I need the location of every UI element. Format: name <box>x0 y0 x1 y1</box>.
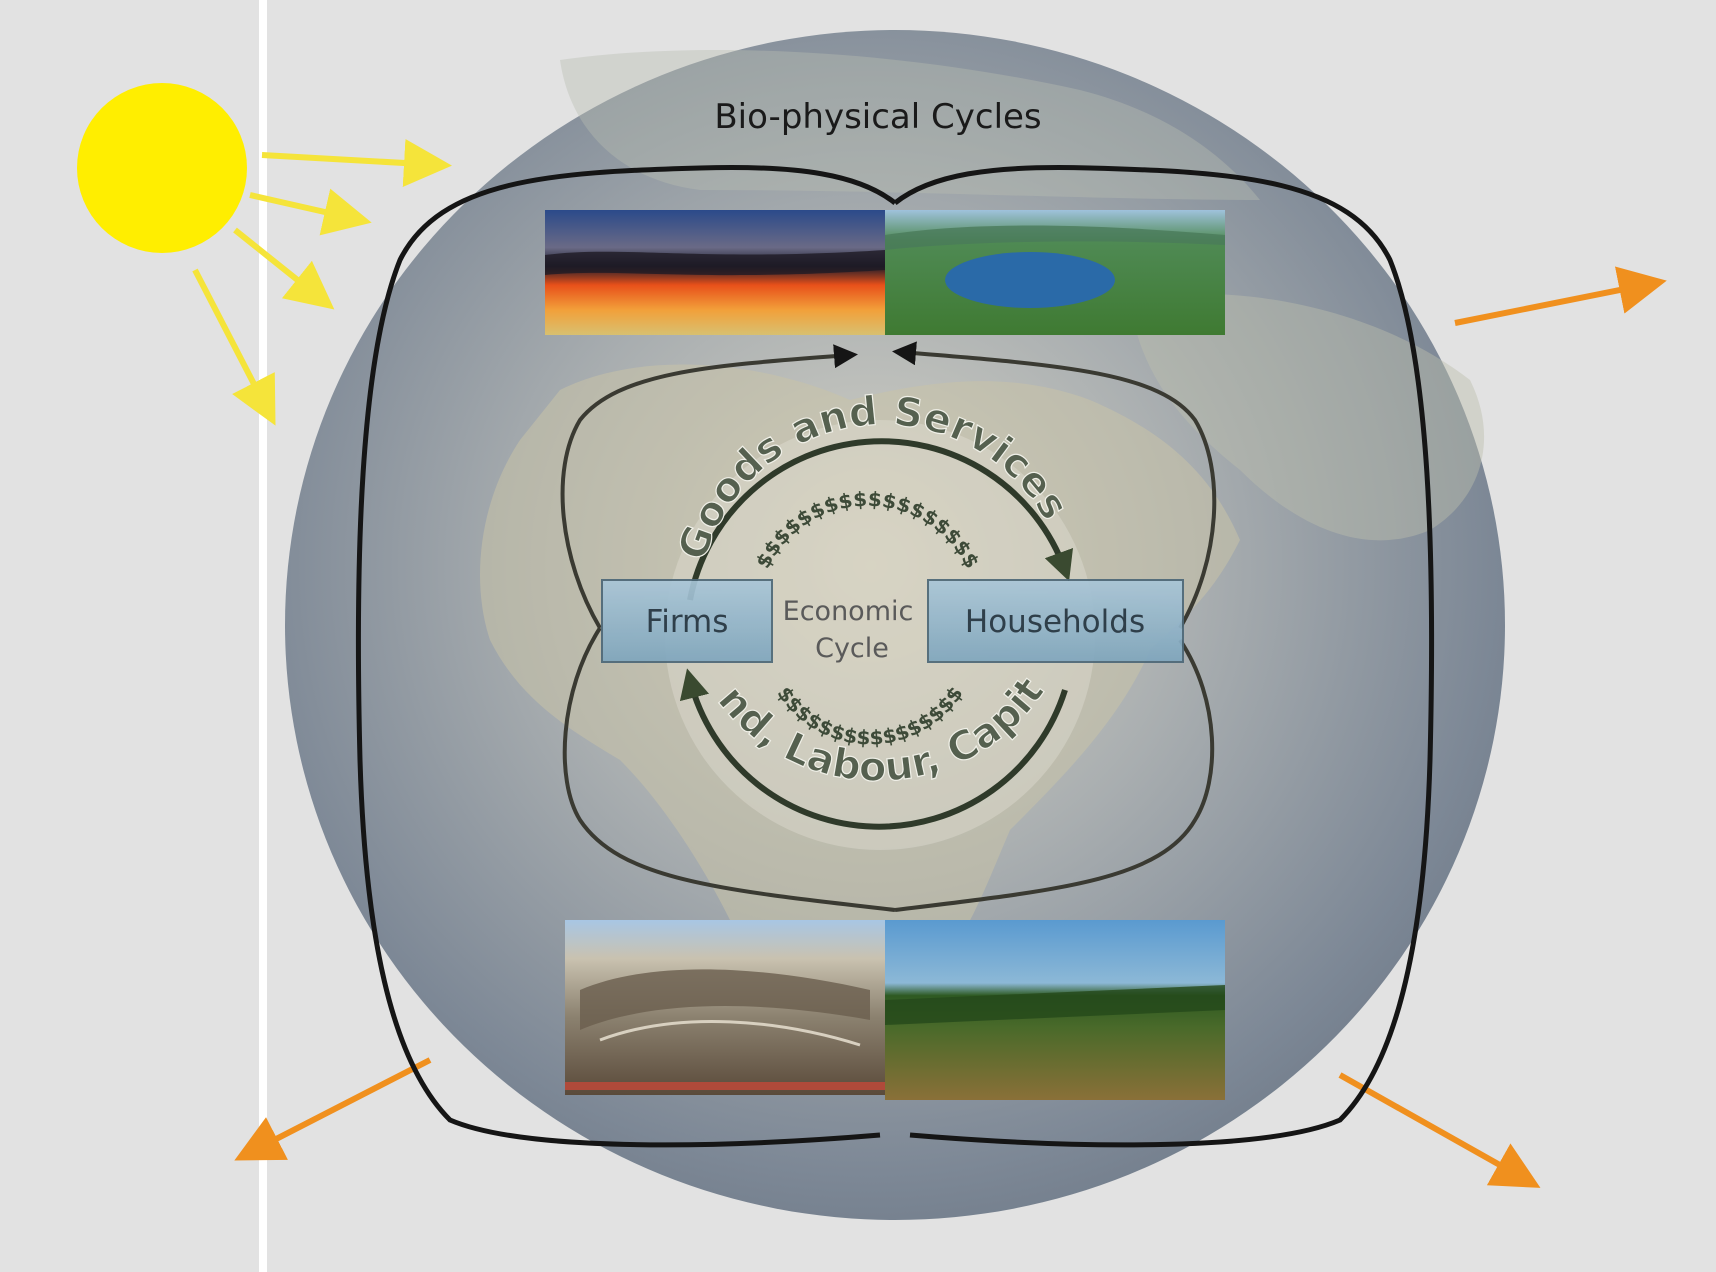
outgoing-heat-arrows <box>234 266 1667 1188</box>
forest-clearcut-image <box>885 920 1225 1100</box>
economic-cycle-line2: Cycle <box>815 633 889 664</box>
firms-label: Firms <box>646 604 729 640</box>
boundary-line <box>259 0 267 1272</box>
lake-landscape-image <box>885 210 1225 335</box>
sun-icon <box>77 83 247 253</box>
sky-sunset-image <box>545 210 885 335</box>
diagram-title: Bio-physical Cycles <box>714 97 1041 137</box>
households-label: Households <box>965 604 1145 640</box>
households-box: Households <box>927 579 1184 663</box>
firms-box: Firms <box>601 579 773 663</box>
sun-rays <box>192 139 452 426</box>
resource-flow-loops <box>560 341 1217 912</box>
open-pit-mine-image <box>565 920 885 1095</box>
economic-cycle-ring <box>665 420 1095 850</box>
biophysical-cycle-loop <box>355 165 1435 1148</box>
economic-cycle-line1: Economic <box>783 596 914 627</box>
